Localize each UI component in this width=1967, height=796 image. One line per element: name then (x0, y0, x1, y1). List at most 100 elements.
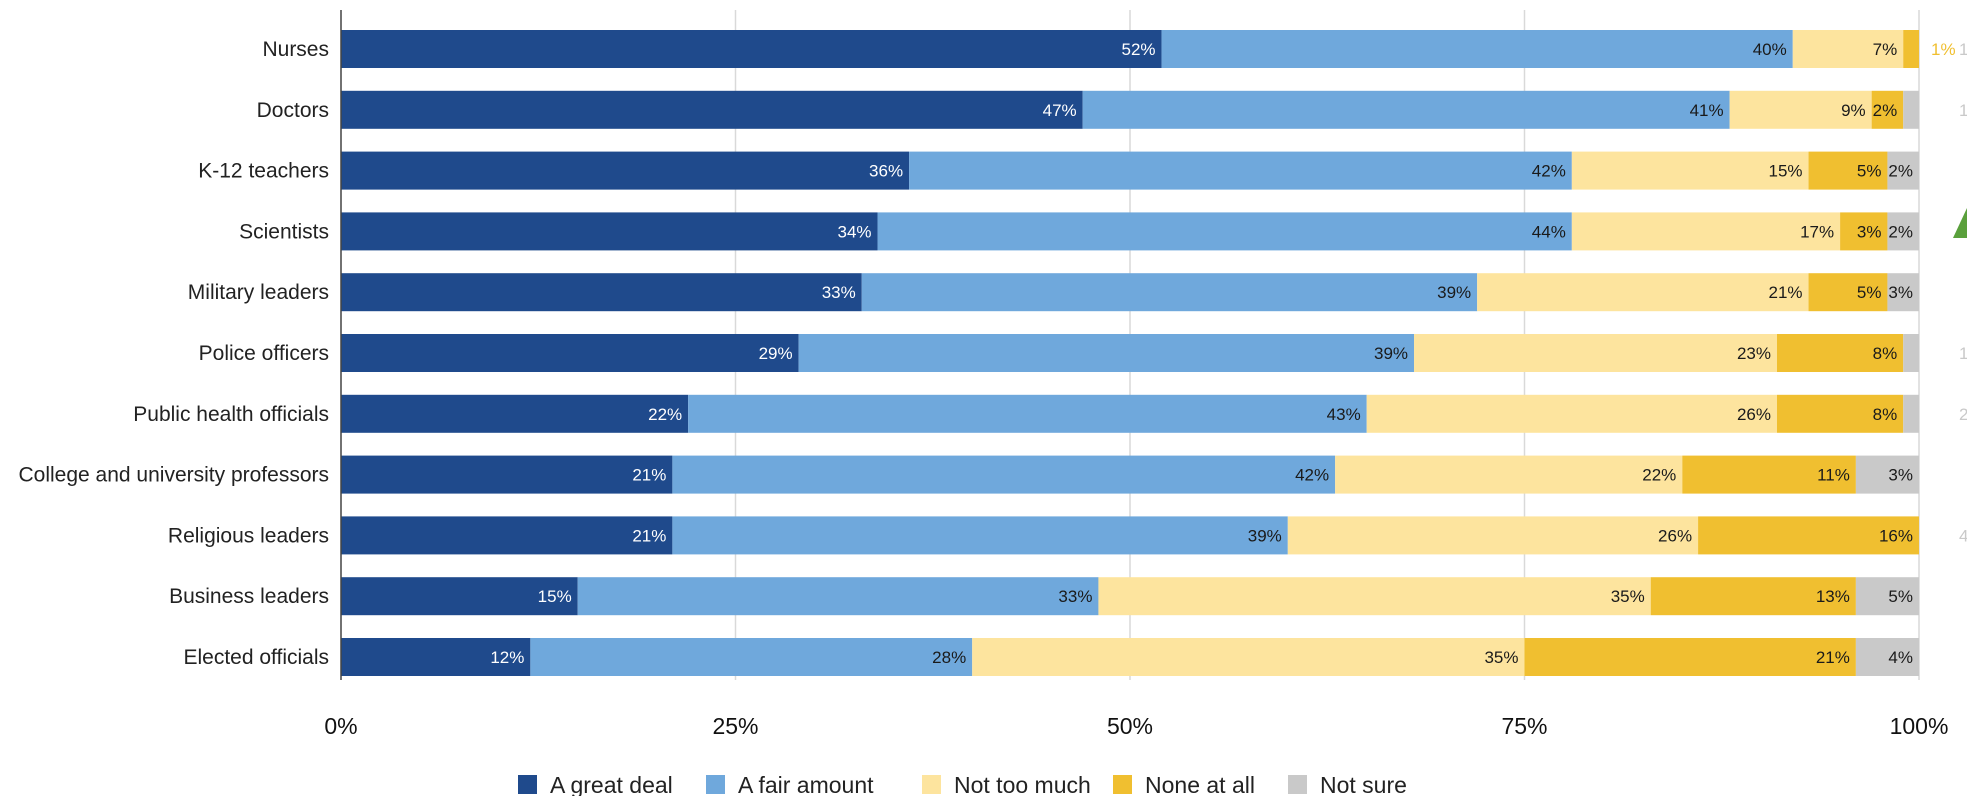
bar-nurses-not-too-much (1792, 30, 1904, 68)
legend-label-none-at-all: None at all (1145, 772, 1255, 796)
bar-elected-officials-not-too-much (972, 638, 1525, 676)
value-label-nurses-none-at-all: 1% (1931, 40, 1956, 59)
bar-college-and-university-professors-a-great-deal (341, 455, 673, 494)
bar-military-leaders-none-at-all (1808, 273, 1888, 312)
category-label-military-leaders: Military leaders (188, 281, 329, 304)
value-label-elected-officials-not-too-much: 35% (1484, 648, 1518, 667)
value-label-elected-officials-a-great-deal: 12% (490, 648, 524, 667)
value-label-elected-officials-a-fair-amount: 28% (932, 648, 966, 667)
category-label-public-health-officials: Public health officials (133, 403, 329, 426)
value-label-k-12-teachers-a-fair-amount: 42% (1532, 162, 1566, 181)
bar-scientists-not-too-much (1571, 212, 1841, 251)
x-tick-label-75: 75% (1501, 713, 1547, 739)
value-label-business-leaders-a-fair-amount: 33% (1058, 587, 1092, 606)
category-labels: Nurses Doctors K-12 teachers Scientists Mili… (19, 38, 330, 669)
value-label-religious-leaders-a-fair-amount: 39% (1248, 526, 1282, 545)
x-tick-label-0: 0% (324, 713, 357, 739)
bar-military-leaders-a-great-deal (341, 273, 862, 312)
x-tick-label-100: 100% (1890, 713, 1949, 739)
value-label-religious-leaders-a-great-deal: 21% (632, 526, 666, 545)
value-label-public-health-officials-none-at-all: 8% (1873, 405, 1898, 424)
bar-religious-leaders-a-great-deal (341, 516, 673, 555)
bar-college-and-university-professors-none-at-all (1682, 455, 1856, 494)
bar-religious-leaders-a-fair-amount (672, 516, 1288, 555)
value-label-public-health-officials-a-great-deal: 22% (648, 405, 682, 424)
bar-military-leaders-not-sure (1887, 273, 1919, 312)
category-label-religious-leaders: Religious leaders (168, 524, 329, 547)
bar-doctors-not-sure (1903, 90, 1919, 129)
value-label-public-health-officials-a-fair-amount: 43% (1327, 405, 1361, 424)
value-label-college-and-university-professors-a-fair-amount: 42% (1295, 466, 1329, 485)
bar-scientists-a-great-deal (341, 212, 878, 251)
value-label-military-leaders-not-sure: 3% (1888, 283, 1913, 302)
bar-business-leaders-not-sure (1855, 577, 1919, 616)
bar-business-leaders-none-at-all (1650, 577, 1856, 616)
value-label-police-officers-a-great-deal: 29% (759, 344, 793, 363)
value-label-nurses-not-sure: 1 (1959, 40, 1967, 59)
bar-business-leaders-a-fair-amount (577, 577, 1099, 616)
legend-swatch-none-at-all (1113, 775, 1132, 794)
legend-swatch-a-great-deal (518, 775, 537, 794)
value-label-nurses-not-too-much: 7% (1873, 40, 1898, 59)
value-label-k-12-teachers-none-at-all: 5% (1857, 162, 1882, 181)
bar-public-health-officials-not-too-much (1366, 394, 1777, 433)
value-label-religious-leaders-not-sure: 4% (1959, 526, 1967, 545)
value-label-religious-leaders-none-at-all: 16% (1879, 526, 1913, 545)
bar-doctors-not-too-much (1729, 90, 1872, 129)
bar-doctors-a-fair-amount (1082, 90, 1730, 129)
value-label-military-leaders-not-too-much: 21% (1769, 283, 1803, 302)
value-label-business-leaders-none-at-all: 13% (1816, 587, 1850, 606)
value-label-business-leaders-not-too-much: 35% (1611, 587, 1645, 606)
value-label-college-and-university-professors-a-great-deal: 21% (632, 466, 666, 485)
bar-college-and-university-professors-not-sure (1855, 455, 1919, 494)
category-label-k-12-teachers: K-12 teachers (198, 160, 329, 183)
legend-label-not-sure: Not sure (1320, 772, 1407, 796)
value-label-military-leaders-a-fair-amount: 39% (1437, 283, 1471, 302)
value-label-scientists-a-great-deal: 34% (837, 222, 871, 241)
bar-college-and-university-professors-not-too-much (1335, 455, 1683, 494)
category-label-college-and-university-professors: College and university professors (19, 464, 330, 487)
category-label-doctors: Doctors (257, 99, 329, 122)
x-tick-label-50: 50% (1107, 713, 1153, 739)
value-label-military-leaders-none-at-all: 5% (1857, 283, 1882, 302)
value-label-public-health-officials-not-too-much: 26% (1737, 405, 1771, 424)
bar-military-leaders-not-too-much (1477, 273, 1809, 312)
bar-doctors-a-great-deal (341, 90, 1083, 129)
value-label-scientists-not-too-much: 17% (1800, 222, 1834, 241)
value-label-religious-leaders-not-too-much: 26% (1658, 526, 1692, 545)
value-label-business-leaders-a-great-deal: 15% (538, 587, 572, 606)
bar-military-leaders-a-fair-amount (861, 273, 1478, 312)
bar-scientists-a-fair-amount (877, 212, 1572, 251)
legend-swatch-not-sure (1288, 775, 1307, 794)
bar-k-12-teachers-a-fair-amount (909, 151, 1572, 190)
bar-business-leaders-a-great-deal (341, 577, 578, 616)
legend-label-not-too-much: Not too much (954, 772, 1091, 796)
bar-scientists-none-at-all (1840, 212, 1888, 251)
value-label-police-officers-not-too-much: 23% (1737, 344, 1771, 363)
bar-nurses-a-fair-amount (1161, 30, 1793, 68)
x-tick-label-25: 25% (712, 713, 758, 739)
bar-college-and-university-professors-a-fair-amount (672, 455, 1336, 494)
value-label-nurses-a-fair-amount: 40% (1753, 40, 1787, 59)
bar-business-leaders-not-too-much (1098, 577, 1651, 616)
category-label-business-leaders: Business leaders (169, 585, 329, 608)
value-label-k-12-teachers-not-too-much: 15% (1769, 162, 1803, 181)
value-label-scientists-none-at-all: 3% (1857, 222, 1882, 241)
legend-label-a-fair-amount: A fair amount (738, 772, 874, 796)
bar-public-health-officials-a-fair-amount (688, 394, 1367, 433)
value-label-nurses-a-great-deal: 52% (1122, 40, 1156, 59)
bar-elected-officials-none-at-all (1524, 638, 1856, 676)
bar-police-officers-a-fair-amount (798, 334, 1415, 372)
value-label-elected-officials-none-at-all: 21% (1816, 648, 1850, 667)
value-label-doctors-a-great-deal: 47% (1043, 101, 1077, 120)
value-label-police-officers-none-at-all: 8% (1873, 344, 1898, 363)
bar-doctors-none-at-all (1871, 90, 1904, 129)
bar-scientists-not-sure (1887, 212, 1919, 251)
value-label-college-and-university-professors-none-at-all: 11% (1817, 466, 1850, 485)
value-label-doctors-a-fair-amount: 41% (1690, 101, 1724, 120)
bar-police-officers-a-great-deal (341, 334, 799, 372)
bar-k-12-teachers-a-great-deal (341, 151, 910, 190)
bar-police-officers-not-too-much (1414, 334, 1777, 372)
legend-label-a-great-deal: A great deal (550, 772, 673, 796)
